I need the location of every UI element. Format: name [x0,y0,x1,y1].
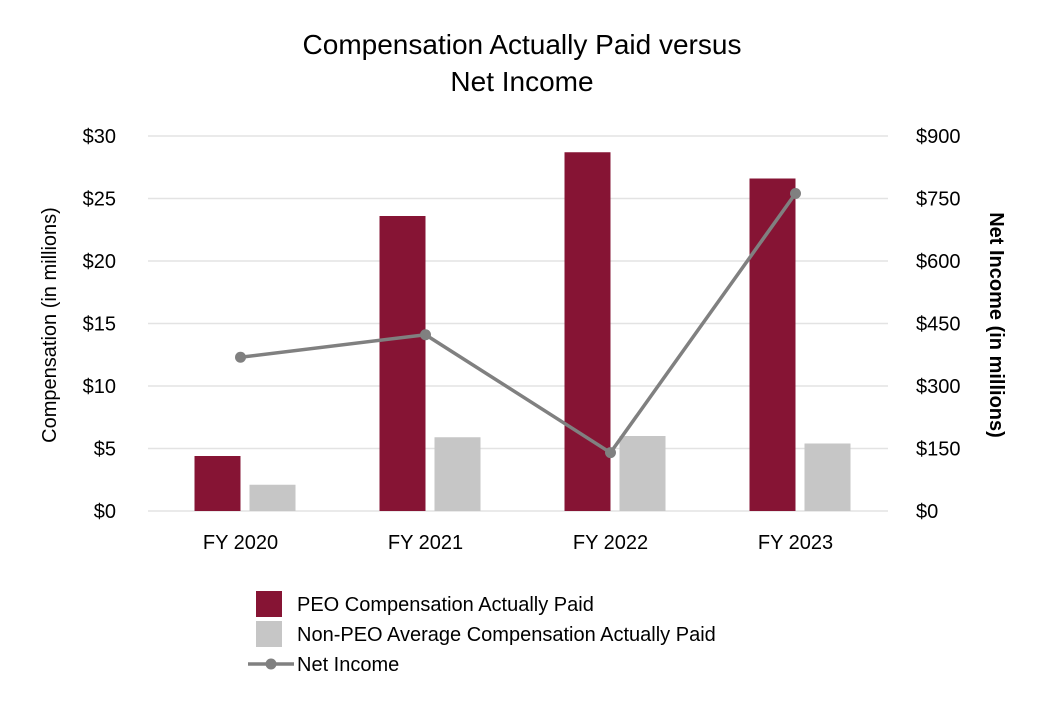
legend-line-marker [265,658,277,670]
net-income-point [420,329,431,341]
legend: PEO Compensation Actually Paid Non-PEO Av… [248,591,716,676]
non-peo-bar [249,484,296,511]
right-tick-label: $150 [916,439,961,461]
right-tick-label: $0 [916,501,938,523]
peo-bar [194,456,241,511]
net-income-point [605,447,616,459]
right-tick-label: $900 [916,126,961,148]
net-income-series-line [240,192,797,455]
peo-bar [564,152,611,511]
peo-bar [379,216,426,511]
left-tick-label: $25 [83,189,116,211]
x-tick-label: FY 2022 [573,532,648,554]
left-axis-ticks: $0 $5 $10 $15 $20 $25 $30 [83,126,116,523]
net-income-point [235,351,246,363]
legend-swatch [256,591,282,617]
left-tick-label: $20 [83,251,116,273]
net-income-point [790,188,801,199]
left-tick-label: $5 [94,439,116,461]
non-peo-bar [434,437,481,511]
right-tick-label: $750 [916,189,961,211]
peo-bar [749,178,796,511]
gridlines [148,135,888,512]
right-tick-label: $300 [916,376,961,398]
chart-title-line-1: Compensation Actually Paid versus [303,29,742,60]
legend-swatch [256,621,282,647]
left-tick-label: $30 [83,126,116,148]
x-tick-label: FY 2023 [758,532,833,554]
left-tick-label: $15 [83,314,116,336]
non-peo-bar [804,443,851,511]
left-tick-label: $10 [83,376,116,398]
x-tick-label: FY 2020 [203,532,278,554]
net-income-line [235,188,801,459]
right-tick-label: $450 [916,314,961,336]
chart-title-line-2: Net Income [450,66,593,97]
right-tick-label: $600 [916,251,961,273]
right-axis-title: Net Income (in millions) [985,212,1007,438]
left-tick-label: $0 [94,501,116,523]
legend-label: Net Income [297,654,399,676]
legend-label: Non-PEO Average Compensation Actually Pa… [297,624,716,646]
x-tick-label: FY 2021 [388,532,463,554]
left-axis-title: Compensation (in millions) [39,207,61,443]
non-peo-bar [619,436,666,511]
bars [194,152,851,511]
right-axis-ticks: $0 $150 $300 $450 $600 $750 $900 [916,126,961,523]
x-axis-labels: FY 2020 FY 2021 FY 2022 FY 2023 [203,532,833,554]
legend-label: PEO Compensation Actually Paid [297,594,594,616]
